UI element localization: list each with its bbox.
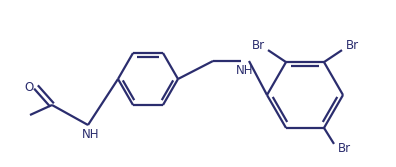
Text: O: O [25, 80, 34, 94]
Text: NH: NH [236, 63, 254, 76]
Text: Br: Br [345, 39, 358, 52]
Text: Br: Br [337, 142, 350, 155]
Text: NH: NH [82, 128, 100, 141]
Text: Br: Br [251, 39, 265, 52]
